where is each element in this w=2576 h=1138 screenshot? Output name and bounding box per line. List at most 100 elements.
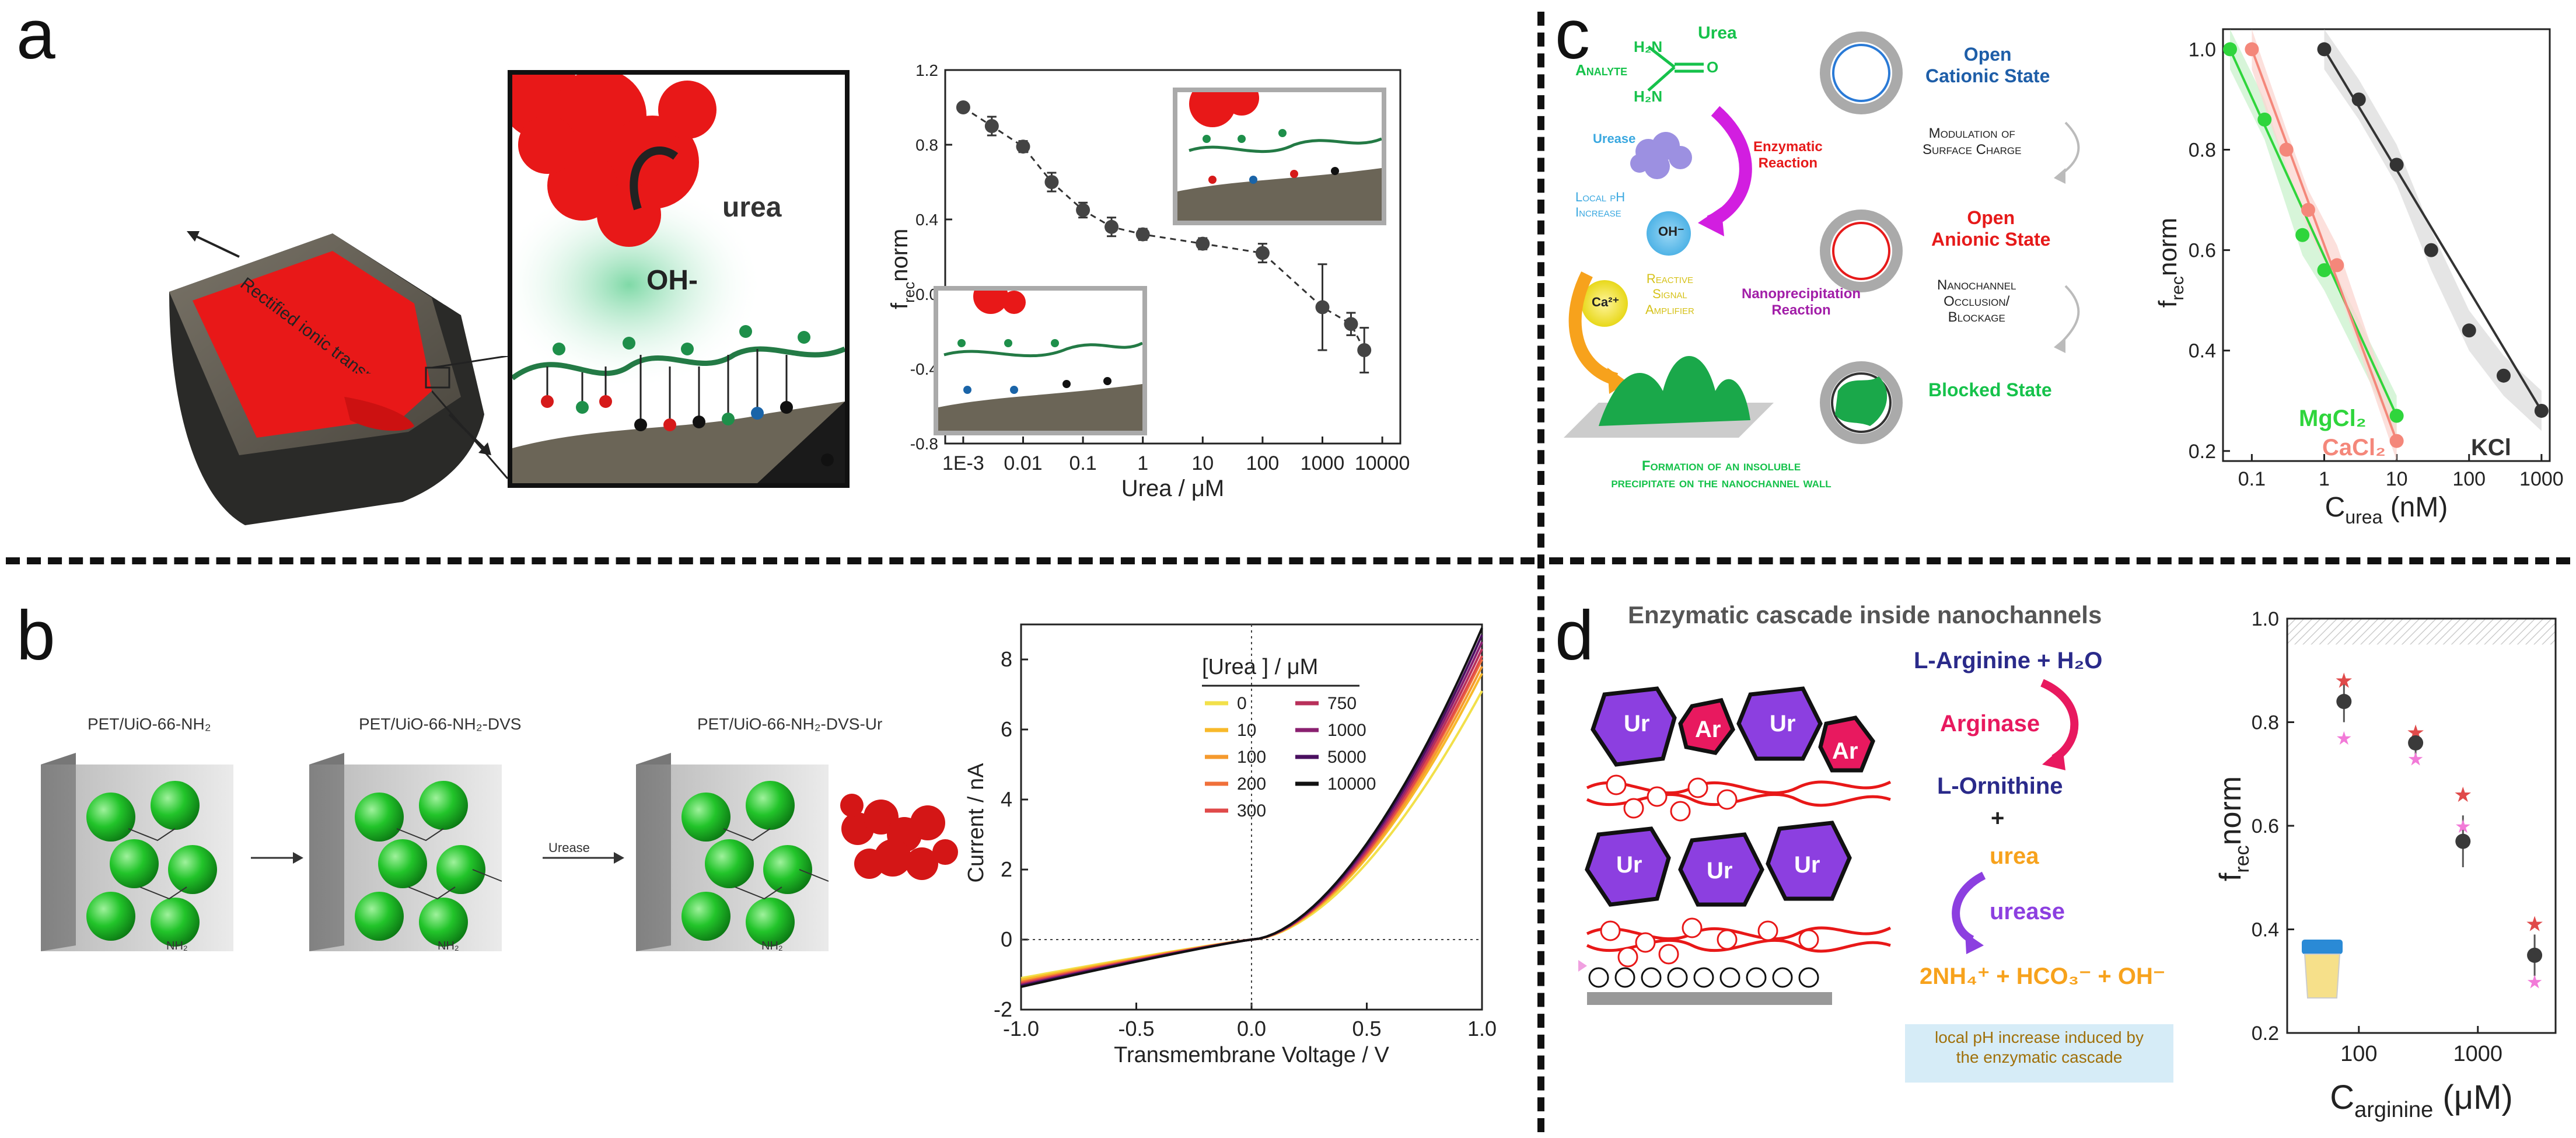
chart-c-point	[2389, 158, 2404, 172]
chart-a-point	[956, 100, 970, 114]
chart-a-point	[1255, 246, 1270, 260]
chart-c-xtick-label: 100	[2452, 468, 2486, 490]
chart-c-ytick-label: 0.6	[2189, 240, 2216, 262]
c-enzymatic: Enzymatic Reaction	[1753, 139, 1823, 171]
chart-c-point	[2301, 203, 2315, 217]
c-occlusion: Nanochannel Occlusion/ Blockage	[1937, 277, 2016, 326]
chart-b-ytick-label: -2	[994, 997, 1012, 1021]
c-formation: Formation of an insoluble precipitate on…	[1611, 458, 1831, 491]
chart-b-legend-title: [Urea ] / μM	[1202, 655, 1318, 679]
d-urease: urease	[1990, 899, 2065, 924]
separator-horizontal-left	[6, 557, 1535, 564]
chart-d-point	[2527, 947, 2543, 963]
d-ur-1: Ur	[1624, 711, 1650, 736]
chart-c: frecnorm Curea (nM) MgCl₂ CaCl₂ KCl 1.0 0…	[2154, 28, 2564, 528]
d-ur-3: Ur	[1616, 852, 1642, 878]
chart-c-ytick-label: 0.4	[2189, 340, 2216, 362]
c-urease-label: Urease	[1593, 131, 1636, 146]
chart-a: frecnorm Urea / μM 1.20.80.40.0-0.4-0.81…	[887, 61, 1410, 501]
c-local-ph: Local pH Increase	[1575, 190, 1626, 220]
c-ca-label: Ca²⁺	[1592, 295, 1620, 309]
chart-d-xtick-label: 100	[2340, 1042, 2377, 1066]
chart-a-ytick-label: -0.4	[910, 360, 938, 378]
urea-label: urea	[722, 192, 782, 223]
mof-stage-2	[309, 753, 502, 951]
chart-d-star-2: ★	[2407, 749, 2424, 770]
chart-b-xtick-label: 1.0	[1467, 1017, 1497, 1041]
chart-d-ylabel: frecnorm	[2214, 776, 2253, 881]
d-enzyme-scheme	[1585, 686, 1892, 1005]
d-products: 2NH₄⁺ + HCO₃⁻ + OH⁻	[1920, 964, 2165, 989]
chart-a-frame	[944, 69, 1401, 445]
chart-c-label-cacl2: CaCl₂	[2322, 435, 2386, 460]
chart-b-legend-label: 1000	[1327, 721, 1366, 740]
chart-d-xtick-label: 1000	[2453, 1042, 2502, 1066]
chart-d-star-1: ★	[2525, 912, 2544, 936]
channel-blocked	[1820, 361, 1903, 444]
chart-c-point	[2534, 403, 2549, 418]
chart-d-ytick-label: 0.4	[2252, 919, 2279, 941]
chart-b-ytick-label: 4	[1001, 787, 1012, 811]
d-ar-1: Ar	[1695, 717, 1721, 742]
c-modulation: Modulation of Surface Charge	[1923, 125, 2022, 158]
chart-b-series-line	[1020, 627, 1483, 988]
d-arginase: Arginase	[1940, 711, 2040, 736]
chart-c-ytick-label: 1.0	[2189, 39, 2216, 61]
chart-c-point	[2317, 42, 2332, 57]
panel-label-d: d	[1555, 596, 1594, 675]
chart-a-point	[1315, 300, 1330, 315]
nh2-label-3: NH₂	[761, 940, 783, 952]
chart-a-point	[1016, 139, 1030, 154]
chart-c-point	[2389, 434, 2404, 448]
chart-d: frecnorm Carginine (μM) 1.0 0.8 0.6 0.4 0.2 1…	[2214, 608, 2557, 1122]
chart-d-ytick-label: 0.6	[2252, 815, 2279, 837]
chart-c-point	[2389, 409, 2404, 423]
c-analyte-label: Analyte	[1575, 61, 1628, 79]
chart-a-ytick-label: 0.4	[915, 211, 938, 229]
chart-c-point	[2317, 263, 2332, 278]
chart-c-ytick-label: 0.8	[2189, 139, 2216, 162]
zoom-box: urea OH-	[508, 70, 850, 488]
chart-b-legend-label: 750	[1327, 694, 1357, 713]
chart-d-ytick-label: 0.2	[2252, 1022, 2279, 1045]
chart-c-point	[2351, 92, 2366, 107]
chart-d-star-1: ★	[2453, 783, 2472, 807]
chart-a-xlabel: Urea / μM	[1121, 476, 1224, 501]
chart-c-xtick-label: 1	[2319, 468, 2330, 490]
chart-b-legend-label: 100	[1237, 748, 1266, 767]
nh2-label-2: NH₂	[438, 940, 459, 952]
chart-d-star-2: ★	[2455, 816, 2472, 837]
c-nanoprecip: Nanoprecipitation Reaction	[1742, 286, 1861, 318]
chart-c-point	[2330, 258, 2344, 273]
chart-c-label-kcl: KCl	[2471, 435, 2511, 460]
chart-a-xtick-label: 100	[1246, 452, 1280, 474]
chart-c-point	[2245, 42, 2259, 57]
d-l-arginine: L-Arginine + H₂O	[1914, 648, 2103, 673]
chart-c-point	[2279, 142, 2294, 157]
chart-c-ylabel: frecnorm	[2154, 218, 2187, 308]
chart-a-ytick-label: -0.8	[910, 435, 938, 453]
urease-protein	[840, 794, 958, 880]
chart-b-ylabel: Current / nA	[964, 763, 988, 883]
chart-b-xtick-label: 0.5	[1352, 1017, 1381, 1041]
chart-c-xtick-label: 10	[2386, 468, 2408, 490]
chart-b-legend-label: 200	[1237, 774, 1266, 794]
chart-a-inset-bottom	[934, 286, 1147, 435]
separator-horizontal-right	[1549, 557, 2570, 564]
channel-label: Rectified ionic transport	[237, 274, 395, 373]
chart-c-xtick-label: 0.1	[2238, 468, 2266, 490]
d-urease-arrow	[1952, 871, 1986, 954]
arrow-up-left	[187, 231, 240, 258]
chart-c-point	[2462, 323, 2476, 338]
panel-label-a: a	[16, 0, 55, 74]
chart-b-xtick-label: -1.0	[1003, 1017, 1039, 1041]
chart-c-frame	[2222, 28, 2551, 462]
b-label-3: PET/UiO-66-NH₂-DVS-Ur	[697, 715, 883, 733]
chart-b-ytick-label: 6	[1001, 717, 1012, 741]
chart-a-point	[1076, 203, 1090, 217]
c-blocked: Blocked State	[1928, 379, 2052, 400]
chart-b-ytick-label: 8	[1001, 647, 1012, 671]
chart-c-fit-line	[2229, 48, 2398, 417]
chart-a-point	[1344, 317, 1358, 331]
chart-c-ytick-label: 0.2	[2189, 441, 2216, 463]
